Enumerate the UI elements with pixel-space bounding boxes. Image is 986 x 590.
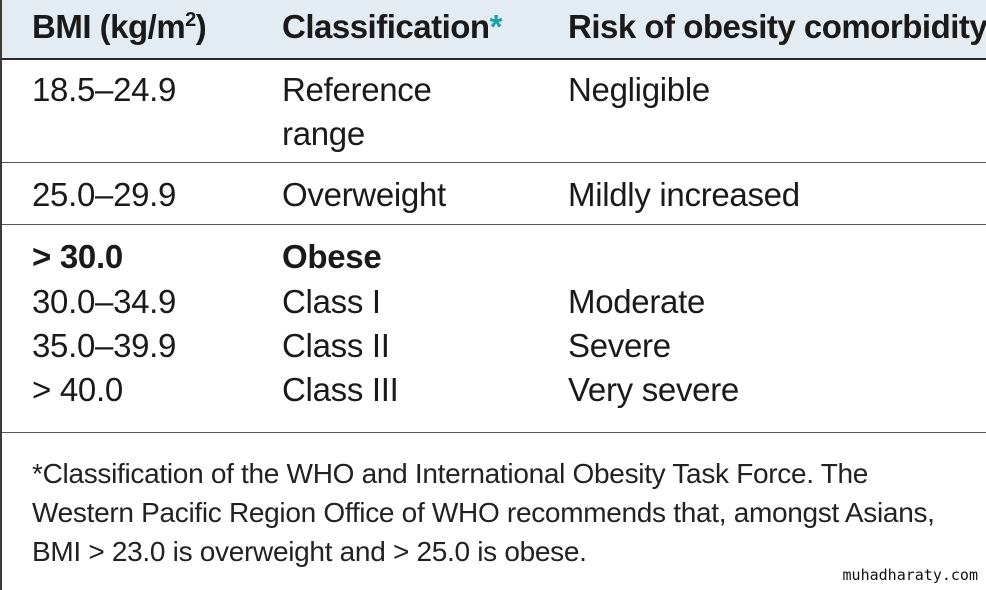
header-risk: Risk of obesity comorbidity [568, 8, 986, 45]
cell-risk-row-1: Negligible [568, 71, 710, 108]
cell-risk-row-4: Moderate [568, 283, 706, 320]
cell-classification-row-1-line-2: range [282, 115, 365, 152]
cell-classification-row-6: Class III [282, 371, 399, 408]
table-header: BMI (kg/m2) Classification* Risk of obes… [2, 0, 986, 60]
cell-classification-row-4: Class I [282, 283, 381, 320]
cell-classification-row-1: Reference [282, 71, 432, 108]
cell-classification-row-2: Overweight [282, 176, 446, 213]
cell-bmi-row-5: 35.0–39.9 [32, 327, 177, 364]
cell-risk-row-6: Very severe [568, 371, 739, 408]
header-classification: Classification* [282, 8, 503, 45]
row-divider [2, 224, 986, 225]
footnote-asterisk: * [489, 8, 503, 45]
watermark: muhadharaty.com [842, 566, 978, 584]
cell-bmi-row-3: > 30.0 [32, 238, 123, 275]
cell-risk-row-5: Severe [568, 327, 671, 364]
table-footnote: *Classification of the WHO and Internati… [32, 458, 935, 567]
cell-bmi-row-1: 18.5–24.9 [32, 71, 177, 108]
cell-bmi-row-6: > 40.0 [32, 371, 123, 408]
cell-classification-row-3: Obese [282, 238, 382, 275]
cell-bmi-row-4: 30.0–34.9 [32, 283, 177, 320]
cell-risk-row-2: Mildly increased [568, 176, 800, 213]
row-divider [2, 162, 986, 163]
header-bmi: BMI (kg/m2) [32, 8, 207, 45]
row-divider [2, 432, 986, 433]
cell-classification-row-5: Class II [282, 327, 390, 364]
cell-bmi-row-2: 25.0–29.9 [32, 176, 177, 213]
